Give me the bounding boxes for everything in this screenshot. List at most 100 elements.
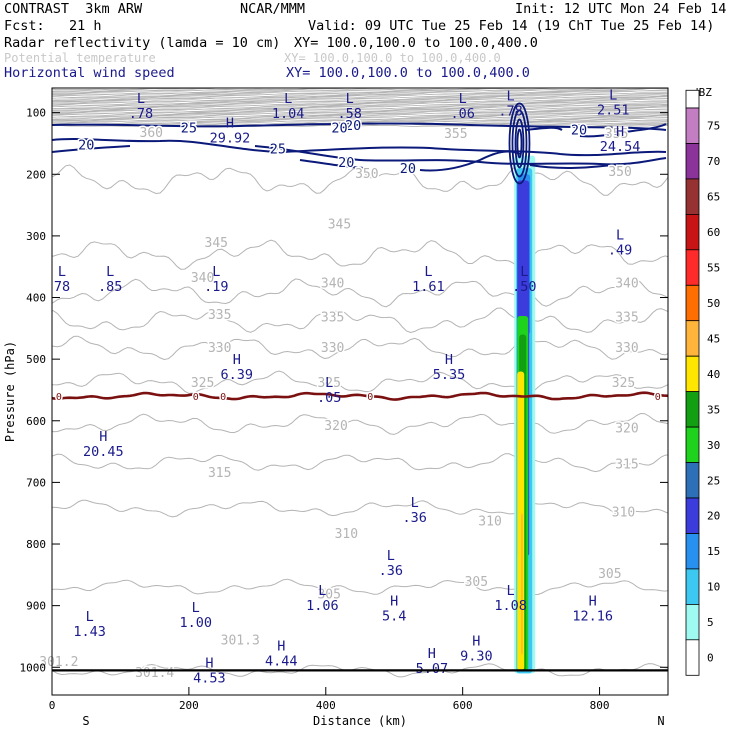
colorbar-swatch-45 (685, 320, 700, 357)
marker-value: 4.44 (265, 654, 298, 670)
colorbar-label: 30 (707, 439, 720, 452)
colorbar-swatch-5 (685, 604, 700, 641)
marker-value: 29.92 (210, 130, 251, 146)
theta-contour-upper (52, 109, 668, 113)
theta-label: 340 (615, 277, 638, 292)
theta-contour-upper (52, 104, 668, 107)
marker-value: .36 (379, 563, 403, 579)
theta-contour-340 (52, 278, 668, 308)
theta-label: 305 (598, 567, 621, 582)
reflectivity-band-6 (517, 371, 525, 671)
low-marker: L (58, 264, 66, 280)
colorbar-swatch-70 (685, 143, 700, 180)
colorbar-swatch-15 (685, 533, 700, 570)
marker-value: .85 (98, 279, 122, 295)
theta-contour-350 (52, 164, 668, 196)
marker-value: .05 (317, 390, 341, 406)
y-tick-label: 900 (26, 600, 46, 613)
freezing-label-left: 0 (56, 392, 62, 403)
low-marker: L (387, 548, 395, 564)
wind-contour-4 (299, 159, 371, 169)
theta-label: 345 (205, 236, 228, 251)
theta-contour-upper (52, 108, 668, 111)
theta-contour-upper (52, 88, 668, 91)
y-tick-label: 100 (26, 107, 46, 120)
theta-label: 310 (612, 505, 635, 520)
theta-label: 350 (608, 165, 631, 180)
theta-label: 330 (321, 341, 344, 356)
colorbar-label: 75 (707, 120, 720, 133)
low-marker: L (507, 583, 515, 599)
theta-label: 330 (615, 341, 638, 356)
marker-value: 1.61 (412, 279, 445, 295)
theta-contour-upper (52, 105, 668, 108)
wind-contour-6 (529, 163, 621, 169)
theta-contour-upper (52, 119, 668, 122)
theta-label: 335 (321, 311, 344, 326)
theta-contour-330 (52, 335, 668, 361)
y-tick-label: 700 (26, 476, 46, 489)
theta-contour-310 (52, 499, 668, 518)
high-marker: H (277, 639, 285, 655)
wind-contour-5 (419, 150, 521, 172)
low-marker: L (212, 264, 220, 280)
colorbar-label: 45 (707, 333, 720, 346)
theta-label: 335 (615, 311, 638, 326)
wind-core-1 (511, 109, 528, 178)
marker-value: .49 (608, 243, 632, 259)
marker-value: 1.00 (179, 615, 212, 631)
theta-label: 355 (605, 127, 628, 142)
wind-contour-label: 20 (345, 118, 361, 134)
colorbar-label: 5 (707, 616, 714, 629)
low-marker: L (318, 583, 326, 599)
theta-label: 315 (208, 466, 231, 481)
colorbar-label: 55 (707, 262, 720, 275)
marker-value: 5.07 (416, 661, 449, 677)
marker-value: 6.39 (221, 367, 254, 383)
theta-contour-upper (52, 111, 668, 114)
theta-contour-upper (52, 116, 668, 119)
colorbar-label: 15 (707, 545, 720, 558)
y-tick-label: 300 (26, 230, 46, 243)
x-tick-label: 400 (316, 699, 336, 712)
colorbar-swatch-40 (685, 355, 700, 393)
theta-contour-320 (52, 412, 668, 435)
theta-contour-upper (52, 93, 668, 96)
y-axis-label: Pressure (hPa) (3, 341, 17, 442)
low-marker: L (459, 91, 467, 107)
theta-contour-upper (52, 92, 668, 95)
low-marker: L (609, 88, 617, 104)
theta-label: 320 (324, 419, 347, 434)
colorbar-label: 70 (707, 155, 720, 168)
marker-value: 1.43 (73, 624, 106, 640)
wind-core-0 (508, 102, 531, 185)
colorbar-label: 40 (707, 368, 720, 381)
colorbar-cap (685, 89, 700, 109)
y-tick-label: 800 (26, 538, 46, 551)
plot-frame (51, 87, 669, 696)
freezing-label-mid-2: 0 (220, 392, 226, 403)
south-label: S (82, 714, 89, 728)
wind-contour-0 (52, 122, 667, 131)
theta-label: 305 (317, 587, 340, 602)
theta-label: 340 (321, 277, 344, 292)
colorbar-swatch-25 (685, 462, 700, 499)
wind-contour-2 (52, 145, 131, 153)
theta-contour-upper (52, 115, 668, 118)
y-tick-label: 500 (26, 353, 46, 366)
theta-label: 340 (191, 271, 214, 286)
high-marker: H (99, 429, 107, 445)
y-tick-label: 200 (26, 168, 46, 181)
wind-core-2 (514, 118, 525, 169)
theta-contour-upper (52, 89, 668, 92)
wind-contour-label: 25 (181, 120, 197, 136)
theta-label: 330 (208, 341, 231, 356)
colorbar-swatch-50 (685, 284, 700, 322)
org-label: NCAR/MMM (240, 1, 306, 17)
y-tick-label: 600 (26, 415, 46, 428)
theta-label: 301.4 (135, 666, 174, 681)
low-marker: L (616, 228, 624, 244)
marker-value: 12.16 (572, 609, 613, 625)
